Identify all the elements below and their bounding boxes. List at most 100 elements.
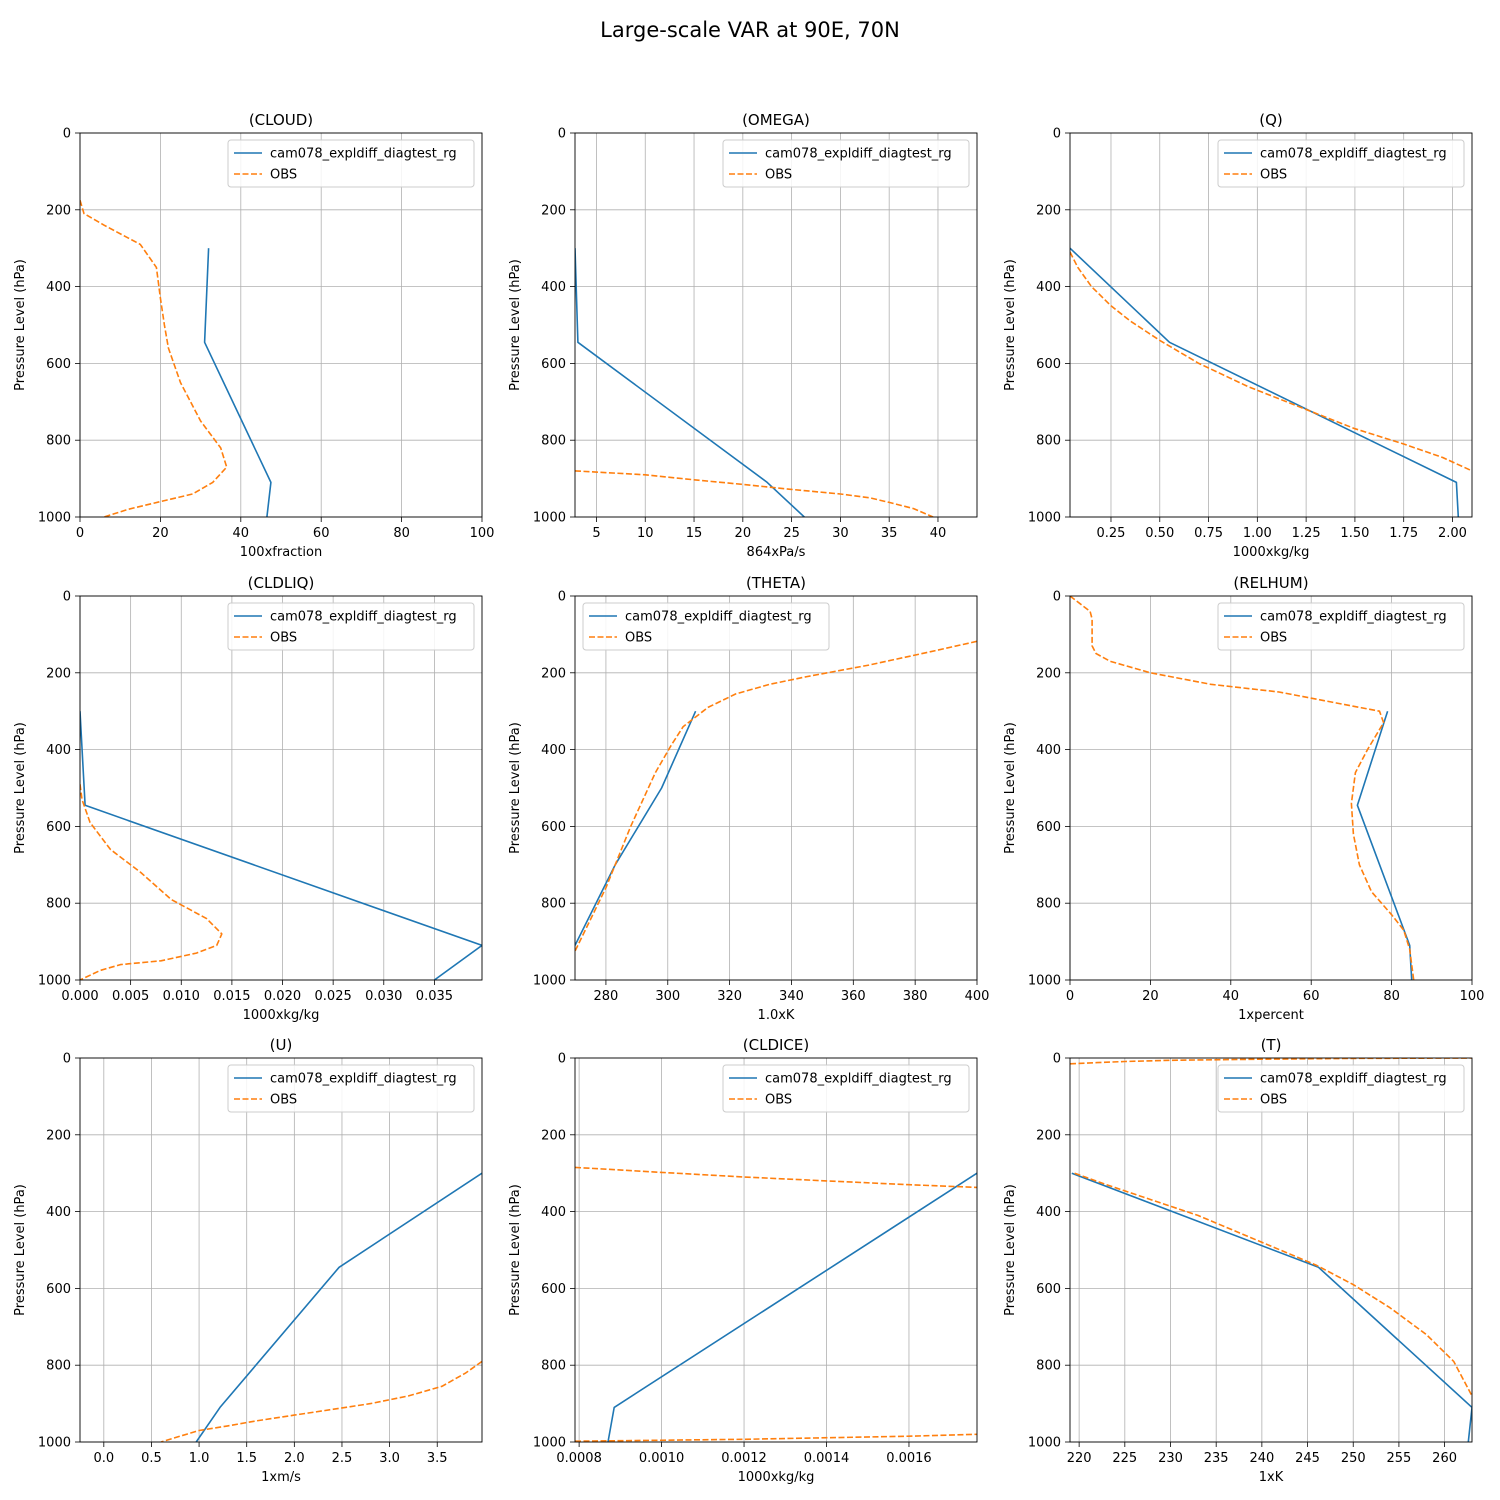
panel-t-ytick-label: 400: [1036, 1205, 1061, 1220]
panel-cloud-title: (CLOUD): [249, 111, 313, 129]
panel-t-xtick-label: 225: [1112, 1451, 1137, 1466]
panel-t-xtick-label: 240: [1249, 1451, 1274, 1466]
panel-omega-legend: cam078_expldiff_diagtest_rg OBS: [722, 139, 970, 188]
panel-cldliq-xtick-label: 0.015: [213, 989, 250, 1004]
panel-relhum-legend-label: cam078_expldiff_diagtest_rg: [1260, 610, 1447, 625]
panel-q-series-obs-line: [1070, 251, 1472, 472]
panel-cloud-ylabel: Pressure Level (hPa): [13, 259, 28, 391]
panel-t-ytick-label: 1000: [1028, 1436, 1061, 1451]
panel-cldliq-ytick-label: 800: [46, 897, 71, 912]
panel-t-xtick-label: 230: [1158, 1451, 1183, 1466]
panel-t-xtick-label: 245: [1295, 1451, 1320, 1466]
panel-u-xtick-label: 0.0: [93, 1451, 114, 1466]
panel-theta-xtick-label: 280: [594, 989, 619, 1004]
panel-omega-xtick-label: 35: [881, 526, 898, 541]
panel-omega-ytick-label: 800: [541, 434, 566, 449]
panel-relhum-ytick-label: 600: [1036, 820, 1061, 835]
panel-theta-xtick-label: 340: [779, 989, 804, 1004]
panel-cldliq-legend-box: [227, 602, 475, 651]
panel-relhum-legend: cam078_expldiff_diagtest_rg OBS: [1217, 602, 1465, 651]
panel-theta-xlabel: 1.0xK: [758, 1008, 795, 1023]
panel-cloud-legend-label: cam078_expldiff_diagtest_rg: [270, 147, 457, 162]
panel-theta-ytick-label: 400: [541, 743, 566, 758]
panel-theta-xtick-label: 320: [717, 989, 742, 1004]
panel-u-xtick-label: 2.5: [332, 1451, 353, 1466]
panel-relhum-xtick-label: 80: [1383, 989, 1400, 1004]
panel-omega-ytick-label: 0: [558, 127, 566, 142]
panel-cldice-ytick-label: 0: [558, 1052, 566, 1067]
panel-q: 0.25 0.50 0.75 1.00 1.25 1.50 1.75 2.00 0 200 400 6…: [1003, 111, 1473, 560]
panel-cldice-series-obs-line: [575, 1166, 977, 1189]
panel-omega-xlabel: 864xPa/s: [747, 545, 806, 560]
panel-cldliq-ylabel: Pressure Level (hPa): [13, 722, 28, 854]
panel-omega-legend-label: cam078_expldiff_diagtest_rg: [765, 147, 952, 162]
panel-t-xlabel: 1xK: [1259, 1470, 1284, 1485]
panel-u-series-model-line: [195, 1172, 482, 1442]
panel-omega-xtick-label: 40: [930, 526, 947, 541]
panel-omega: 5 10 15 20 25 30 35 4002004006008001000(OMEGA)8…: [508, 111, 978, 560]
panel-cldliq-series-model-line: [80, 711, 482, 980]
panel-relhum-ytick-label: 0: [1053, 590, 1061, 605]
panel-u: 0.0 0.5 1.0 1.5 2.0 2.5 3.0 3.5 0 200 400 600 800 100…: [13, 1036, 483, 1485]
panel-theta-legend-label: OBS: [625, 631, 652, 646]
panel-cloud-xtick-label: 20: [152, 526, 169, 541]
panel-theta-legend-box: [582, 602, 830, 651]
panel-theta: 280 300 320 340 360 380 400 0 200 400 600 800 1000 (T…: [508, 574, 989, 1023]
panel-cldice-legend-label: OBS: [765, 1093, 792, 1108]
panel-u-ytick-label: 400: [46, 1205, 71, 1220]
panel-omega-xtick-label: 10: [637, 526, 654, 541]
panel-cldice-series-model-line: [607, 1172, 977, 1442]
panel-cloud-ytick-label: 600: [46, 357, 71, 372]
panel-cldice-legend-label: cam078_expldiff_diagtest_rg: [765, 1072, 952, 1087]
panel-u-series-obs-line: [160, 1360, 482, 1442]
panel-omega-xtick-label: 30: [832, 526, 849, 541]
panel-omega-xtick-label: 20: [735, 526, 752, 541]
panel-theta-ytick-label: 800: [541, 897, 566, 912]
panel-q-legend-label: cam078_expldiff_diagtest_rg: [1260, 147, 1447, 162]
panel-relhum-xtick-label: 0: [1066, 989, 1074, 1004]
panel-relhum-xlabel: 1xpercent: [1238, 1008, 1304, 1023]
panel-cloud-xtick-label: 60: [313, 526, 330, 541]
panel-q-ytick-label: 200: [1036, 203, 1061, 218]
panel-cldice-xlabel: 1000xkg/kg: [738, 1470, 815, 1485]
panel-cloud-ytick-label: 400: [46, 280, 71, 295]
panel-u-xlabel: 1xm/s: [261, 1470, 301, 1485]
panel-cloud: 0 20 40 60 80 10002004006008001000(CLOUD)100x…: [13, 111, 494, 560]
panel-omega-title: (OMEGA): [742, 111, 810, 129]
panel-theta-series-obs-line: [575, 640, 977, 952]
panel-relhum-legend-box: [1217, 602, 1465, 651]
panel-relhum-ytick-label: 800: [1036, 897, 1061, 912]
panel-omega-legend-label: OBS: [765, 168, 792, 183]
panel-t-ylabel: Pressure Level (hPa): [1003, 1184, 1018, 1316]
panel-cldliq-xtick-label: 0.035: [416, 989, 453, 1004]
panel-cldliq-xtick-label: 0.030: [365, 989, 402, 1004]
panel-q-ytick-label: 800: [1036, 434, 1061, 449]
panel-cloud-ytick-label: 0: [63, 127, 71, 142]
panel-cldice-legend: cam078_expldiff_diagtest_rg OBS: [722, 1064, 970, 1113]
panel-u-legend-label: cam078_expldiff_diagtest_rg: [270, 1072, 457, 1087]
panel-theta-ytick-label: 1000: [533, 974, 566, 989]
panel-t-xtick-label: 255: [1386, 1451, 1411, 1466]
panel-theta-xtick-label: 380: [903, 989, 928, 1004]
panel-cldliq-legend-label: cam078_expldiff_diagtest_rg: [270, 610, 457, 625]
panel-q-xlabel: 1000xkg/kg: [1233, 545, 1310, 560]
panel-u-axes-frame: [79, 1057, 483, 1443]
panel-t-ytick-label: 200: [1036, 1128, 1061, 1143]
panel-q-legend: cam078_expldiff_diagtest_rg OBS: [1217, 139, 1465, 188]
panel-cldice: 0.0008 0.0010 0.0012 0.0014 0.0016 0 200 400 600…: [508, 1036, 978, 1485]
panel-cldliq-ytick-label: 0: [63, 590, 71, 605]
panel-relhum-ytick-label: 200: [1036, 666, 1061, 681]
panel-theta-ylabel: Pressure Level (hPa): [508, 722, 523, 854]
panel-relhum-ytick-label: 1000: [1028, 974, 1061, 989]
panel-cloud-xlabel: 100xfraction: [240, 545, 322, 560]
panel-cldliq-title: (CLDLIQ): [248, 574, 315, 592]
panel-u-xtick-label: 3.0: [379, 1451, 400, 1466]
panel-cldliq-xtick-label: 0.000: [61, 989, 98, 1004]
panel-relhum-axes-frame: [1069, 595, 1473, 981]
panel-cldice-xtick-label: 0.0016: [886, 1451, 932, 1466]
panel-q-legend-box: [1217, 139, 1465, 188]
panel-u-xtick-label: 0.5: [141, 1451, 162, 1466]
panel-theta-xtick-label: 400: [965, 989, 990, 1004]
panel-u-ytick-label: 0: [63, 1052, 71, 1067]
